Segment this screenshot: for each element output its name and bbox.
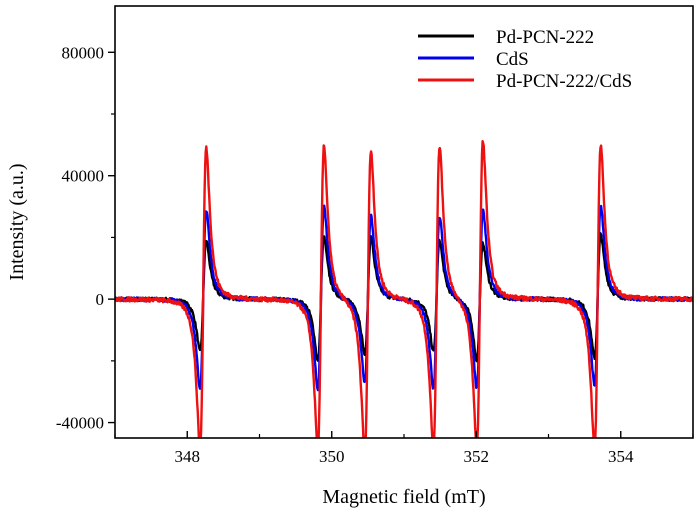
series-line-2 <box>115 139 693 438</box>
y-tick-label-3: 80000 <box>62 43 105 62</box>
y-tick-label-2: 40000 <box>62 167 105 186</box>
ticks-layer: 348 350 352 354 -40000 0 40000 80000 <box>56 43 694 466</box>
series-layer <box>115 139 693 438</box>
legend-label-1: CdS <box>496 49 529 70</box>
legend-label-2: Pd-PCN-222/CdS <box>496 71 632 92</box>
legend-label-0: Pd-PCN-222 <box>496 27 594 48</box>
x-tick-label-2: 352 <box>464 447 490 466</box>
x-tick-label-3: 354 <box>608 447 634 466</box>
x-tick-label-1: 350 <box>319 447 345 466</box>
y-axis-label: Intensity (a.u.) <box>6 163 28 280</box>
x-axis-label: Magnetic field (mT) <box>322 486 485 508</box>
x-tick-label-0: 348 <box>175 447 201 466</box>
y-tick-label-0: -40000 <box>56 414 104 433</box>
y-tick-label-1: 0 <box>96 290 105 309</box>
